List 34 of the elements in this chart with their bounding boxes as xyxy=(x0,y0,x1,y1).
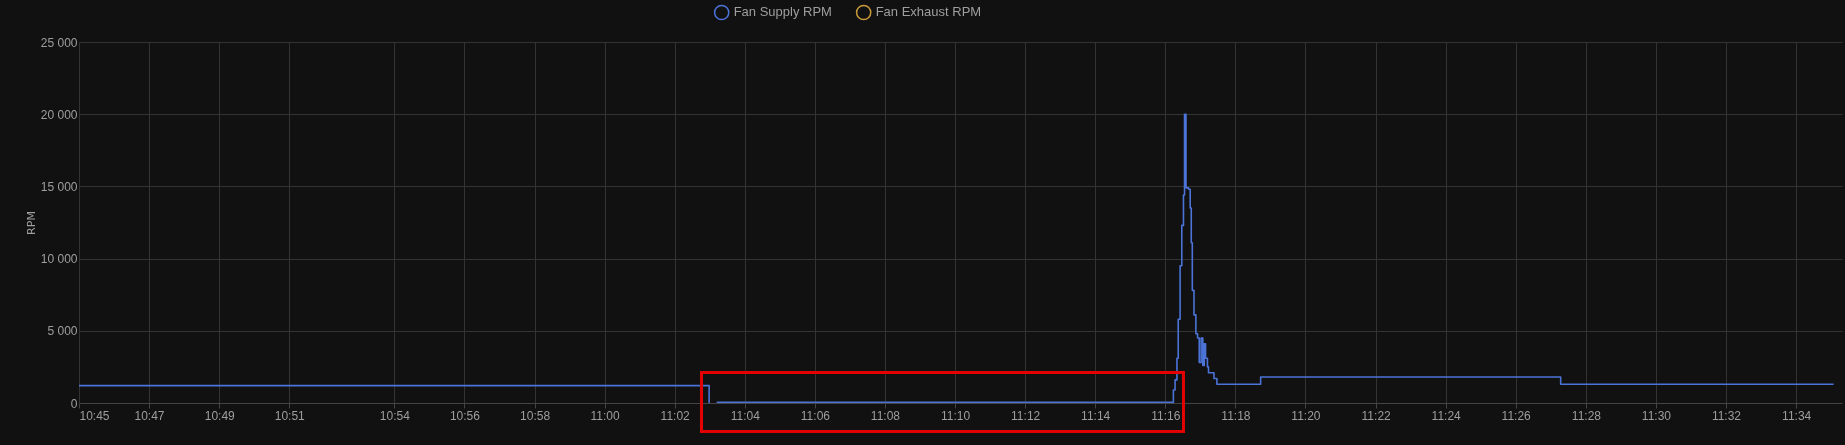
x-tick-label: 10:49 xyxy=(204,408,236,423)
x-tick-label: 11:34 xyxy=(1782,408,1812,423)
x-tick-label: 11:24 xyxy=(1431,408,1462,423)
y-tick-label: 10 000 xyxy=(40,252,78,267)
x-tick-label: 11:14 xyxy=(1081,408,1111,423)
y-tick-label: 5 000 xyxy=(47,324,78,339)
y-axis-title: RPM xyxy=(24,211,38,235)
x-tick-label: 11:12 xyxy=(1011,408,1041,423)
x-tick-label: 10:45 xyxy=(79,408,110,423)
y-tick-label: 25 000 xyxy=(40,35,78,50)
x-tick-label: 11:30 xyxy=(1641,408,1672,423)
x-tick-label: 10:58 xyxy=(520,408,551,423)
legend-label: Fan Supply RPM xyxy=(733,4,832,20)
x-tick-label: 11:06 xyxy=(800,408,831,423)
x-tick-label: 11:22 xyxy=(1361,408,1392,423)
x-tick-label: 11:32 xyxy=(1711,408,1742,423)
x-tick-label: 10:47 xyxy=(134,408,165,423)
x-tick-label: 10:51 xyxy=(274,408,306,423)
y-tick-label: 0 xyxy=(70,396,78,411)
x-tick-label: 11:28 xyxy=(1571,408,1602,423)
x-tick-label: 11:08 xyxy=(870,408,901,423)
x-tick-label: 11:20 xyxy=(1291,408,1321,423)
x-tick-label: 11:04 xyxy=(730,408,761,423)
x-tick-label: 11:10 xyxy=(941,408,971,423)
x-tick-label: 11:02 xyxy=(660,408,691,423)
x-tick-label: 11:18 xyxy=(1221,408,1251,423)
x-tick-label: 10:54 xyxy=(379,408,411,423)
y-tick-label: 20 000 xyxy=(40,107,78,122)
x-tick-label: 11:00 xyxy=(590,408,621,423)
x-tick-label: 11:16 xyxy=(1151,408,1181,423)
legend-label: Fan Exhaust RPM xyxy=(875,4,982,20)
x-tick-label: 10:56 xyxy=(449,408,481,423)
y-tick-label: 15 000 xyxy=(40,179,78,194)
x-tick-label: 11:26 xyxy=(1501,408,1532,423)
